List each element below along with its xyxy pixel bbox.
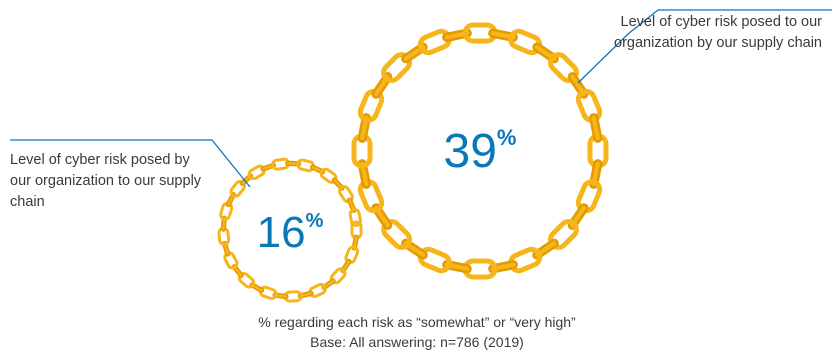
value-large-unit: %: [497, 125, 517, 150]
leader-line-right: [577, 9, 832, 84]
footnote-line-1: % regarding each risk as “somewhat” or “…: [258, 314, 576, 330]
value-small-number: 16: [257, 208, 306, 257]
value-small-unit: %: [306, 210, 324, 232]
value-small: 16%: [257, 208, 324, 257]
footnote-line-2: Base: All answering: n=786 (2019): [310, 334, 524, 350]
value-large-number: 39: [444, 125, 497, 178]
chain-link-large-31: [589, 113, 603, 143]
label-risk-to-organization: Level of cyber risk posed to our organiz…: [614, 14, 822, 51]
leader-line-left: [10, 139, 251, 188]
label-risk-by-organization: Level of cyber risk posed by our organiz…: [10, 152, 202, 210]
chain-link-small-21: [239, 173, 254, 186]
chain-link-small-32: [348, 207, 362, 227]
chart-footnote: % regarding each risk as “somewhat” or “…: [0, 312, 834, 352]
value-large: 39%: [444, 125, 517, 178]
chain-link-small-29: [331, 177, 345, 191]
supply-chain-ring-small: [217, 157, 363, 303]
supply-chain-ring-large: [351, 22, 609, 280]
